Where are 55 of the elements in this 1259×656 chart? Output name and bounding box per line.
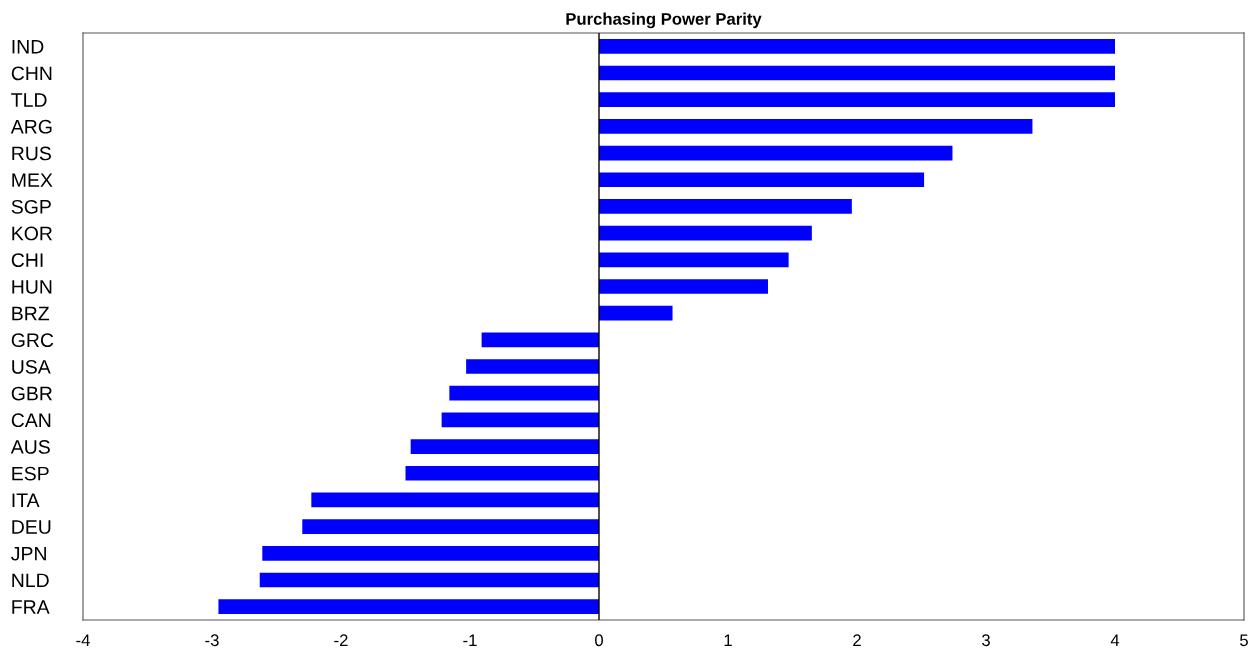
y-tick-label: FRA bbox=[12, 600, 50, 614]
bar bbox=[262, 545, 599, 561]
bar bbox=[302, 519, 599, 534]
y-tick-label: HUN bbox=[12, 280, 52, 294]
x-tick-label: 2 bbox=[853, 634, 861, 646]
bar bbox=[599, 65, 1115, 81]
x-tick-label: 3 bbox=[982, 634, 990, 647]
y-tick-label: CHN bbox=[11, 66, 52, 81]
x-tick-label: 1 bbox=[724, 634, 732, 646]
y-tick-label: MEX bbox=[12, 173, 53, 187]
y-tick-label: CAN bbox=[11, 413, 51, 428]
y-tick-label: SGP bbox=[11, 199, 51, 214]
y-tick-label: BRZ bbox=[12, 306, 50, 321]
y-tick-label: NLD bbox=[12, 573, 49, 588]
bar bbox=[599, 39, 1115, 54]
bar bbox=[599, 225, 812, 241]
x-tick-label: -4 bbox=[76, 634, 90, 646]
chart-title: Purchasing Power Parity bbox=[566, 12, 762, 29]
y-tick-label: GBR bbox=[11, 386, 53, 401]
y-tick-label: USA bbox=[12, 359, 51, 374]
x-tick-label: 5 bbox=[1240, 634, 1248, 647]
y-tick-label: CHI bbox=[11, 253, 43, 268]
x-tick-label: 4 bbox=[1110, 634, 1120, 646]
bar bbox=[599, 252, 789, 268]
bar bbox=[599, 172, 925, 188]
x-tick-label: -3 bbox=[205, 634, 219, 647]
bar bbox=[259, 572, 599, 588]
bar bbox=[466, 359, 599, 374]
bar bbox=[481, 332, 599, 348]
bar bbox=[405, 465, 599, 481]
bar bbox=[311, 492, 599, 508]
bar bbox=[218, 599, 599, 614]
bar bbox=[599, 92, 1115, 108]
bar bbox=[599, 305, 673, 321]
bar bbox=[441, 412, 599, 428]
bar bbox=[599, 119, 1033, 134]
bar bbox=[599, 279, 768, 294]
y-tick-label: RUS bbox=[12, 146, 51, 161]
x-tick-label: -2 bbox=[334, 634, 348, 646]
y-tick-label: TLD bbox=[11, 93, 47, 107]
y-tick-label: GRC bbox=[11, 333, 54, 348]
y-tick-label: AUS bbox=[10, 440, 50, 454]
y-tick-label: DEU bbox=[12, 520, 51, 534]
y-tick-label: IND bbox=[12, 40, 44, 54]
x-tick-label: -1 bbox=[463, 634, 477, 646]
x-tick-label: 0 bbox=[595, 634, 603, 647]
bar bbox=[599, 199, 852, 214]
y-tick-label: ESP bbox=[12, 466, 49, 481]
bar bbox=[449, 385, 599, 401]
y-tick-label: JPN bbox=[11, 546, 46, 561]
y-tick-label: ARG bbox=[10, 119, 52, 134]
bar bbox=[599, 145, 953, 161]
y-tick-label: KOR bbox=[12, 226, 53, 241]
y-tick-label: ITA bbox=[12, 493, 40, 507]
bar bbox=[410, 439, 599, 454]
